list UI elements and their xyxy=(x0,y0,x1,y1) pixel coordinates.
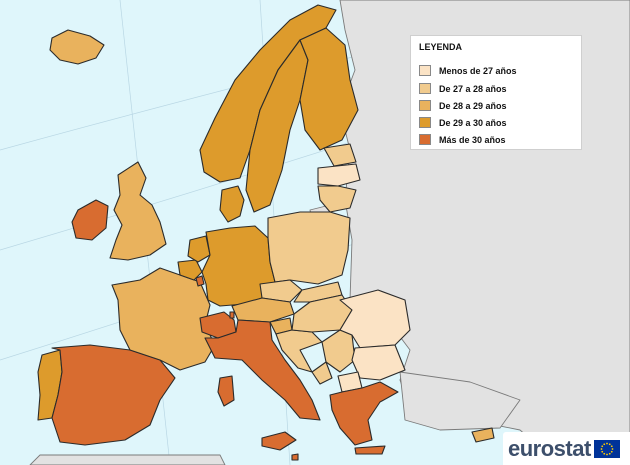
eu-star xyxy=(610,450,613,453)
eurostat-logo: eurostat xyxy=(503,432,630,465)
legend-label: De 29 a 30 años xyxy=(439,117,507,128)
country-denmark xyxy=(219,185,245,223)
eu-star xyxy=(601,444,603,447)
country-belgium xyxy=(177,259,203,281)
eu-star xyxy=(600,447,603,450)
country-iceland xyxy=(49,29,105,65)
country-malta xyxy=(291,453,299,461)
country-bulgaria xyxy=(351,344,406,381)
country-poland xyxy=(267,211,351,285)
countries xyxy=(37,4,495,461)
eurostat-wordmark: eurostat xyxy=(508,435,591,461)
country-ireland xyxy=(71,199,109,241)
legend-swatch xyxy=(419,100,431,111)
eu-star xyxy=(601,450,603,453)
legend-label: De 27 a 28 años xyxy=(439,83,507,94)
eu-star xyxy=(608,452,611,455)
country-lithuania xyxy=(317,185,357,213)
country-spain xyxy=(51,344,176,446)
legend: LEYENDA Menos de 27 años De 27 a 28 años… xyxy=(410,35,582,150)
country-finland xyxy=(299,27,359,151)
legend-swatch xyxy=(419,117,431,128)
legend-swatch xyxy=(419,134,431,145)
legend-item-3: De 29 a 30 años xyxy=(419,116,507,129)
country-italy-sicily xyxy=(261,431,297,451)
eu-star xyxy=(611,447,614,450)
eu-star xyxy=(603,452,605,455)
legend-label: Menos de 27 años xyxy=(439,65,517,76)
legend-swatch xyxy=(419,83,431,94)
eu-star xyxy=(603,442,605,445)
eu-star xyxy=(608,442,611,445)
eu-star xyxy=(605,442,608,444)
eu-flag-icon xyxy=(593,439,620,458)
legend-item-0: Menos de 27 años xyxy=(419,64,517,77)
country-estonia xyxy=(323,143,357,167)
country-cyprus xyxy=(471,427,495,443)
country-italy xyxy=(204,319,321,421)
legend-title: LEYENDA xyxy=(419,42,463,52)
country-sweden xyxy=(245,39,309,213)
country-greece-crete xyxy=(354,445,386,455)
country-liechtenstein xyxy=(229,311,235,319)
country-montenegro xyxy=(311,361,333,385)
legend-item-2: De 28 a 29 años xyxy=(419,99,507,112)
country-italy-sardinia xyxy=(217,375,235,407)
country-united-kingdom xyxy=(109,161,167,261)
country-greece xyxy=(329,381,399,446)
legend-label: Más de 30 años xyxy=(439,134,506,145)
country-luxembourg xyxy=(195,275,205,287)
eu-star xyxy=(610,444,613,447)
country-latvia xyxy=(317,163,361,187)
legend-item-4: Más de 30 años xyxy=(419,133,506,146)
legend-swatch xyxy=(419,65,431,76)
country-czechia xyxy=(259,279,303,303)
country-netherlands xyxy=(187,235,211,263)
legend-label: De 28 a 29 años xyxy=(439,100,507,111)
eu-star xyxy=(605,453,608,455)
legend-item-1: De 27 a 28 años xyxy=(419,82,507,95)
